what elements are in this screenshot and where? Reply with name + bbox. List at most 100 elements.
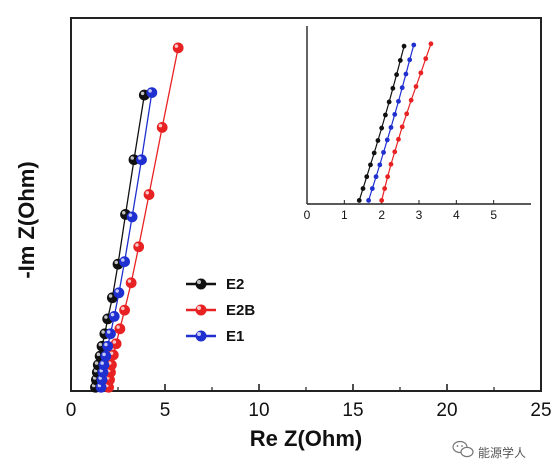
legend-marker-highlight [197, 280, 201, 284]
main-x-tick-label: 10 [248, 400, 269, 421]
main-marker-highlight [116, 325, 120, 329]
x-axis-title: Re Z(Ohm) [250, 426, 362, 451]
inset-data-point-e2b [408, 97, 414, 103]
main-x-tick-label: 5 [160, 400, 171, 421]
main-marker-highlight [138, 156, 142, 160]
inset-data-point-e1 [392, 112, 398, 117]
legend-marker-highlight [197, 332, 201, 336]
main-data-point-e2b [119, 304, 130, 316]
inset-data-point-e2 [394, 72, 400, 78]
inset-data-point-e2 [360, 186, 366, 191]
main-data-point-e1 [100, 350, 112, 362]
inset-data-point-e2b [413, 84, 419, 89]
inset-chart: 0 1 2 3 4 5 [304, 26, 531, 222]
inset-data-point-e1 [403, 71, 409, 77]
inset-data-point-e1 [373, 174, 379, 180]
inset-data-point-e2b [396, 136, 401, 142]
main-data-point-e2b [143, 189, 155, 200]
legend-marker-e2b [195, 304, 207, 316]
main-data-point-e2b [156, 122, 168, 133]
main-marker-highlight [101, 330, 105, 334]
inset-data-point-e2 [390, 85, 396, 91]
wechat-icon [452, 440, 474, 458]
main-data-point-e1 [108, 310, 120, 322]
inset-x-tick-label: 2 [378, 208, 385, 222]
inset-x-tick-label: 1 [341, 208, 348, 222]
main-marker-highlight [112, 340, 117, 344]
main-x-tick-label: 25 [530, 400, 551, 421]
main-marker-highlight [104, 315, 108, 319]
main-x-tick-label: 20 [436, 400, 457, 421]
watermark: 能源学人 [452, 440, 526, 460]
inset-data-point-e2b [385, 174, 391, 180]
main-marker-highlight [106, 330, 111, 334]
main-data-point-e1 [113, 287, 125, 299]
legend-marker-highlight [197, 306, 201, 310]
legend-label-e2b: E2B [226, 302, 255, 319]
main-marker-highlight [128, 213, 133, 217]
main-data-point-e2b [172, 42, 184, 54]
inset-data-point-e2b [428, 41, 434, 47]
legend-marker-e2 [195, 278, 207, 290]
main-marker-highlight [108, 294, 113, 298]
inset-data-point-e1 [369, 186, 375, 191]
main-data-point-e2b [114, 323, 126, 335]
main-data-point-e1 [105, 328, 116, 340]
inset-data-point-e2 [386, 99, 392, 105]
inset-data-point-e2 [356, 198, 362, 203]
main-marker-highlight [94, 361, 99, 365]
main-marker-highlight [145, 191, 150, 195]
main-marker-highlight [158, 123, 163, 128]
main-data-point-e1 [136, 154, 147, 166]
inset-data-point-e1 [399, 85, 405, 91]
inset-data-point-e2b [382, 186, 388, 191]
main-data-point-e2b [125, 277, 137, 289]
legend-marker-e1 [195, 330, 207, 342]
inset-x-tick-label: 3 [416, 208, 423, 222]
legend-label-e2: E2 [226, 276, 244, 293]
inset-data-point-e2 [382, 112, 388, 118]
inset-data-point-e2b [418, 70, 424, 76]
inset-data-point-e2 [371, 150, 377, 156]
inset-data-point-e2 [368, 162, 373, 168]
inset-data-point-e2 [379, 125, 385, 131]
inset-data-point-e2 [397, 58, 403, 63]
main-marker-highlight [100, 361, 104, 365]
inset-data-point-e2 [401, 43, 407, 49]
main-marker-highlight [104, 342, 108, 347]
inset-data-point-e2b [392, 149, 398, 155]
main-marker-highlight [148, 89, 152, 93]
main-marker-highlight [135, 243, 139, 247]
legend-label-e1: E1 [226, 328, 244, 345]
main-marker-highlight [98, 342, 103, 347]
inset-data-point-e1 [396, 98, 401, 104]
legend: E2 E2B E1 [186, 276, 255, 345]
main-marker-highlight [110, 312, 115, 317]
y-axis-title: -Im Z(Ohm) [14, 161, 39, 278]
inset-x-tick-label: 0 [304, 208, 311, 222]
main-marker-highlight [122, 210, 126, 215]
inset-x-tick-label: 5 [490, 208, 497, 222]
main-marker-highlight [102, 352, 106, 357]
inset-data-point-e1 [384, 137, 390, 143]
inset-data-point-e2b [388, 161, 394, 167]
main-marker-highlight [121, 258, 125, 262]
inset-data-point-e1 [381, 149, 386, 155]
main-series-group [90, 42, 184, 393]
main-data-point-e1 [102, 340, 114, 352]
watermark-text: 能源学人 [478, 445, 526, 460]
inset-data-point-e1 [377, 162, 383, 168]
main-marker-highlight [96, 352, 101, 357]
inset-data-point-e2 [375, 138, 381, 143]
main-x-axis-ticks: 0 5 10 15 20 25 [66, 384, 552, 421]
inset-data-point-e2 [364, 174, 370, 180]
inset-data-point-e2b [423, 56, 429, 62]
inset-data-point-e1 [366, 198, 372, 203]
main-data-point-e1 [146, 87, 158, 98]
main-marker-highlight [121, 306, 125, 311]
main-data-point-e1 [98, 359, 110, 371]
inset-x-axis-ticks: 0 1 2 3 4 5 [304, 200, 497, 222]
inset-data-point-e2b [399, 124, 405, 130]
inset-series-group [356, 41, 434, 203]
